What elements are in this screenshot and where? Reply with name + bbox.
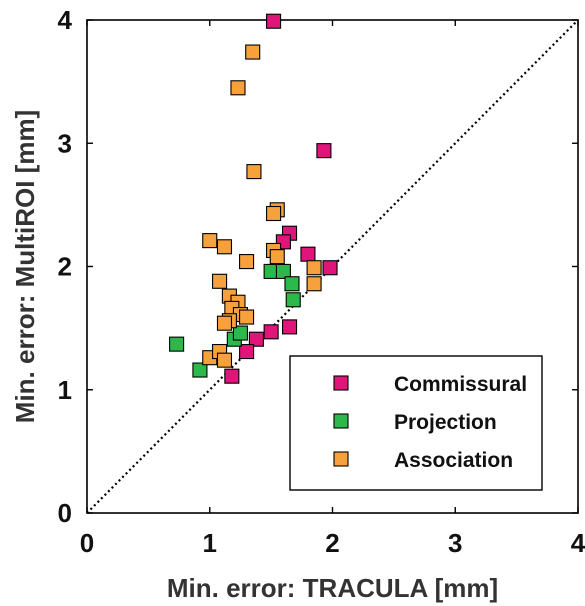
data-point <box>248 331 264 347</box>
data-point <box>306 276 322 292</box>
data-point <box>263 324 279 340</box>
data-point <box>245 44 261 60</box>
data-point <box>216 239 233 255</box>
data-point <box>224 368 240 384</box>
axis-ticks: 0 1 2 3 4 0 1 2 3 4 <box>58 5 585 558</box>
series-association <box>202 44 322 368</box>
data-points <box>169 13 338 384</box>
data-point <box>300 246 316 262</box>
data-point <box>266 13 282 29</box>
x-tick-label: 2 <box>325 528 339 558</box>
legend-marker <box>333 375 349 391</box>
y-tick-label: 0 <box>58 498 72 528</box>
identity-line <box>86 19 579 514</box>
data-point <box>275 263 291 279</box>
data-point <box>285 292 301 308</box>
legend-marker <box>333 413 349 429</box>
x-tick-label: 0 <box>80 528 94 558</box>
y-axis-label: Min. error: MultiROI [mm] <box>10 110 40 423</box>
legend: Commissural Projection Association <box>289 355 543 491</box>
data-point <box>281 319 298 335</box>
legend-label: Commissural <box>394 373 527 396</box>
data-point <box>306 260 322 276</box>
data-point <box>212 273 228 289</box>
y-tick-label: 1 <box>58 375 72 405</box>
data-point <box>169 336 185 352</box>
data-point <box>239 309 255 325</box>
data-point <box>269 249 285 265</box>
data-point <box>284 276 300 292</box>
legend-box <box>289 355 543 491</box>
data-point <box>232 325 248 341</box>
x-tick-label: 3 <box>448 528 462 558</box>
data-point <box>202 233 218 249</box>
data-point <box>316 143 332 159</box>
x-tick-label: 4 <box>571 528 585 558</box>
data-point <box>322 260 338 276</box>
series-commissural <box>224 13 338 384</box>
data-point <box>192 362 208 378</box>
data-point <box>266 205 282 222</box>
legend-label: Projection <box>394 411 497 434</box>
series-projection <box>169 263 301 378</box>
data-point <box>246 164 262 180</box>
y-tick-label: 3 <box>58 128 72 158</box>
data-point <box>216 352 233 368</box>
legend-label: Association <box>394 449 513 472</box>
data-point <box>216 315 233 331</box>
x-tick-label: 1 <box>203 528 217 558</box>
data-point <box>230 80 246 96</box>
legend-marker <box>333 451 349 467</box>
y-tick-label: 4 <box>58 5 73 35</box>
data-point <box>239 254 255 270</box>
y-tick-label: 2 <box>58 252 72 282</box>
x-axis-label: Min. error: TRACULA [mm] <box>167 573 498 603</box>
data-point <box>239 343 255 360</box>
